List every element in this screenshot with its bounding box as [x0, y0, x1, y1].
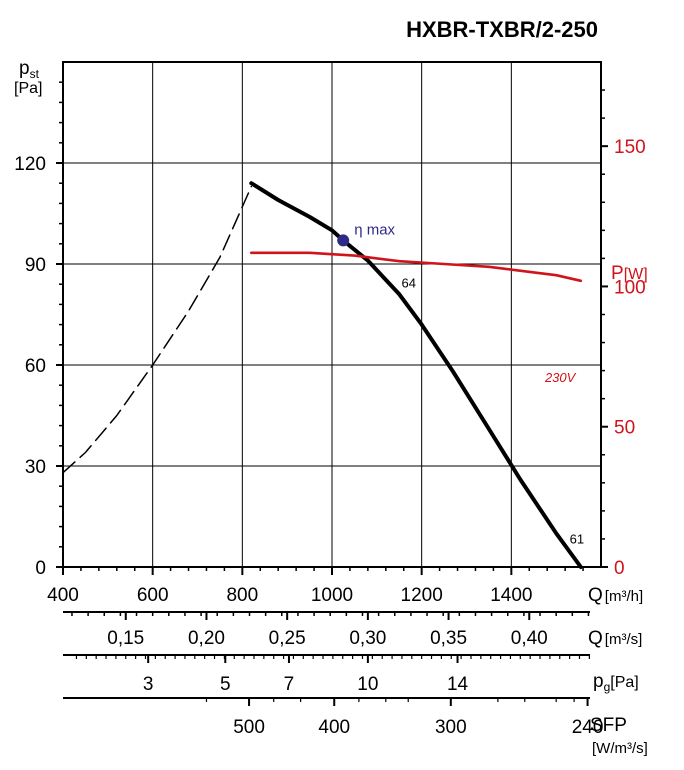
pressure-curve-unstable	[62, 185, 253, 474]
sfp-tick-label: 300	[435, 717, 467, 738]
y-axis-unit: [Pa]	[14, 80, 42, 97]
y2-tick-label: 50	[614, 418, 635, 439]
pg-tick-label: 10	[357, 674, 378, 695]
q-m3s-tick-label: 0,40	[511, 628, 548, 649]
sfp-tick-label: 240	[572, 717, 604, 738]
pg-scale: 3 5 7 10 14	[63, 654, 590, 695]
sfp-tick-label: 400	[318, 717, 350, 738]
y-tick-label: 90	[25, 255, 46, 276]
x-tick-label: 1000	[311, 585, 353, 606]
sfp-unit: [W/m³/s]	[592, 740, 648, 757]
y-axis-ticks: 0 30 60 90 120	[14, 154, 63, 579]
y2-tick-label: 100	[614, 277, 646, 298]
x-tick-label: 1400	[490, 585, 532, 606]
x-axis-label: Q [m³/h]	[588, 585, 643, 606]
q-m3s-tick-label: 0,30	[349, 628, 386, 649]
q-m3s-label: Q [m³/s]	[588, 628, 642, 649]
series-layer: η max 64 61 230V	[62, 181, 584, 569]
y2-axis-ticks: 0 50 100 150	[601, 137, 646, 579]
q-m3s-tick-label: 0,35	[430, 628, 467, 649]
pg-tick-label: 5	[220, 674, 231, 695]
pg-label: pg[Pa]	[593, 671, 639, 694]
eta-max-point	[337, 234, 350, 247]
eta-max-label: η max	[354, 221, 395, 238]
sfp-scale: 500 400 300 240	[63, 697, 604, 738]
chart-title: HXBR-TXBR/2-250	[406, 17, 598, 42]
grid	[63, 62, 601, 567]
voltage-label: 230V	[544, 370, 577, 385]
x-tick-label: 800	[226, 585, 258, 606]
y2-tick-label: 0	[614, 558, 625, 579]
y-tick-label: 30	[25, 457, 46, 478]
q-m3s-tick-label: 0,25	[269, 628, 306, 649]
x-tick-label: 1200	[401, 585, 443, 606]
power-curve	[250, 251, 583, 283]
sfp-label: SFP	[590, 715, 627, 736]
q-m3s-scale: 0,15 0,20 0,25 0,30 0,35 0,40	[63, 611, 590, 649]
x-tick-label: 400	[47, 585, 79, 606]
sfp-tick-label: 500	[233, 717, 265, 738]
y-tick-label: 120	[14, 154, 46, 175]
curve-annotation: 61	[570, 531, 584, 546]
pressure-curve	[249, 181, 583, 569]
y-tick-label: 0	[35, 558, 46, 579]
pg-tick-label: 3	[143, 674, 154, 695]
q-m3s-tick-label: 0,20	[188, 628, 225, 649]
y-axis-label: pst	[19, 58, 40, 81]
y2-tick-label: 150	[614, 137, 646, 158]
y2-axis-label: P[W]	[611, 263, 648, 284]
q-m3s-tick-label: 0,15	[107, 628, 144, 649]
y-tick-label: 60	[25, 356, 46, 377]
x-axis-ticks: 400 600 800 1000 1200 1400	[47, 567, 532, 606]
x-tick-label: 600	[137, 585, 169, 606]
curve-annotation: 64	[401, 276, 415, 291]
pg-tick-label: 14	[447, 674, 469, 695]
pg-tick-label: 7	[284, 674, 295, 695]
